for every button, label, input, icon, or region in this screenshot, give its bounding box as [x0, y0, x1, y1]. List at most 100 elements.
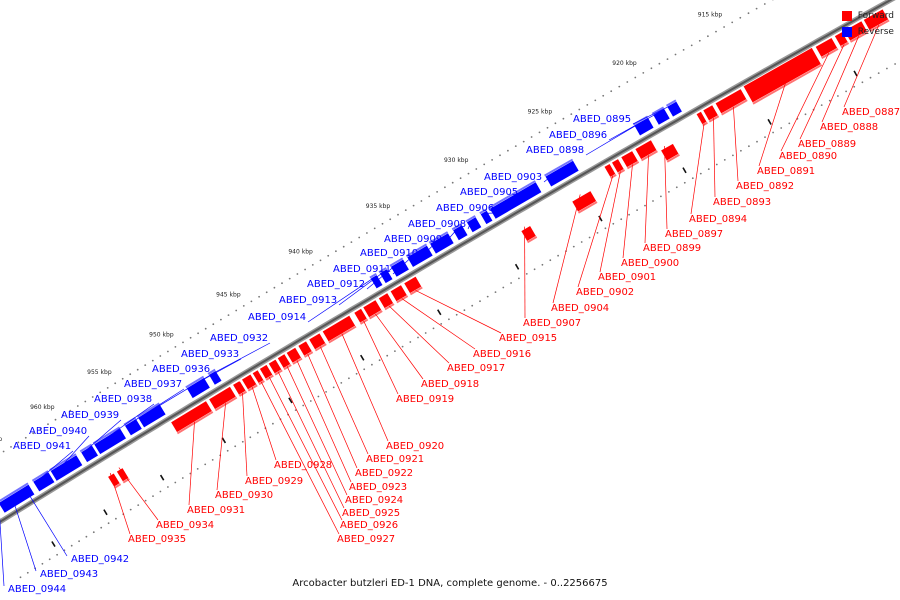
reverse-gene-label: ABED_0932 — [210, 333, 268, 344]
tick-dot — [440, 323, 443, 325]
tick-dot — [258, 295, 260, 298]
tick-dot — [386, 354, 389, 357]
tick-dot — [265, 291, 268, 294]
forward-gene-label: ABED_0889 — [798, 139, 856, 150]
tick-dot — [174, 481, 177, 484]
reverse-gene-label: ABED_0896 — [549, 130, 607, 141]
tick-dot — [486, 295, 489, 298]
tick-dot — [530, 136, 533, 138]
forward-gene-block-edge — [721, 99, 748, 116]
tick-dot — [739, 16, 742, 19]
tick-dot — [397, 213, 399, 216]
tick-dot — [518, 277, 520, 280]
tick-dot — [39, 427, 42, 430]
tick-dot — [636, 209, 638, 212]
kbp-label: 950 kbp — [149, 332, 174, 339]
tick-dot — [48, 558, 51, 561]
tick-dot — [99, 391, 102, 394]
tick-dot — [136, 368, 139, 371]
forward-gene-block-edge — [396, 295, 409, 304]
tick-dot — [610, 90, 613, 93]
tick-dot — [424, 332, 427, 334]
reverse-gene-label: ABED_0942 — [71, 554, 129, 565]
reverse-gene-block-edge — [465, 215, 476, 223]
tick-dot — [837, 95, 839, 97]
forward-leader — [780, 52, 830, 152]
forward-leader — [242, 392, 248, 477]
tick-dot — [242, 305, 245, 307]
forward-gene-block-edge — [869, 19, 890, 32]
tick-dot — [137, 504, 140, 506]
legend-reverse: Reverse — [841, 24, 894, 40]
tick-dot — [420, 200, 423, 202]
tick-dot — [378, 359, 381, 362]
tick-dot — [211, 459, 214, 461]
legend: Forward Reverse — [841, 8, 894, 40]
reverse-gene-label: ABED_0912 — [307, 279, 365, 290]
reverse-gene-label: ABED_0940 — [29, 426, 87, 437]
forward-leader — [375, 313, 424, 380]
tick-dot — [54, 418, 57, 421]
tick-dot — [196, 468, 199, 470]
tick-dot — [691, 177, 694, 180]
kbp-label: 955 kbp — [87, 369, 112, 376]
tick-dot — [652, 200, 654, 202]
tick-dot — [47, 423, 49, 426]
tick-dot — [115, 517, 117, 520]
tick-dot — [92, 531, 95, 534]
tick-dot — [17, 441, 20, 444]
tick-dot — [459, 177, 462, 180]
reverse-leader — [40, 450, 74, 478]
tick-dot — [578, 108, 581, 111]
tick-dot — [311, 264, 314, 266]
kbp-tick — [682, 167, 687, 174]
tick-dot — [853, 85, 856, 88]
tick-dot — [114, 382, 117, 385]
tick-dot — [634, 76, 637, 79]
forward-gene-block-edge — [176, 411, 214, 435]
kbp-tick — [437, 309, 442, 316]
tick-dot — [417, 336, 419, 339]
forward-gene-block-edge — [641, 150, 658, 162]
tick-dot — [226, 449, 229, 452]
forward-swatch — [841, 11, 852, 21]
tick-dot — [845, 90, 847, 93]
tick-dot — [250, 300, 253, 303]
kbp-tick — [598, 215, 603, 222]
tick-dot — [2, 450, 5, 453]
reverse-leader — [63, 435, 90, 465]
tick-dot — [401, 345, 404, 348]
forward-gene-label: ABED_0924 — [345, 495, 403, 506]
tick-dot — [756, 140, 758, 143]
tick-dot — [235, 309, 238, 312]
tick-dot — [241, 440, 244, 443]
tick-dot — [144, 364, 147, 366]
tick-dot — [144, 499, 147, 502]
tick-dot — [525, 273, 528, 275]
label-leaders — [0, 24, 880, 587]
tick-dot — [755, 7, 758, 10]
tick-dot — [220, 318, 222, 321]
forward-leader — [664, 145, 668, 230]
reverse-leader — [443, 228, 459, 245]
tick-dot — [572, 245, 575, 248]
tick-dot — [100, 526, 103, 529]
forward-leader — [401, 298, 476, 350]
tick-dot — [533, 268, 536, 271]
forward-gene-label: ABED_0897 — [665, 229, 723, 240]
tick-dot — [455, 313, 458, 316]
tick-dot — [596, 232, 599, 234]
tick-dot — [84, 400, 87, 403]
reverse-leader — [151, 373, 213, 411]
forward-leader — [307, 353, 358, 469]
tick-dot — [342, 245, 345, 248]
tick-dot — [234, 445, 237, 448]
tick-dot — [167, 486, 169, 488]
reverse-gene-label: ABED_0943 — [40, 569, 98, 580]
reverse-gene-label: ABED_0898 — [526, 145, 584, 156]
forward-leader — [319, 346, 369, 455]
tick-dot — [479, 300, 481, 303]
reverse-swatch — [841, 27, 852, 37]
tick-dot — [510, 282, 512, 284]
tick-dot — [699, 172, 702, 175]
